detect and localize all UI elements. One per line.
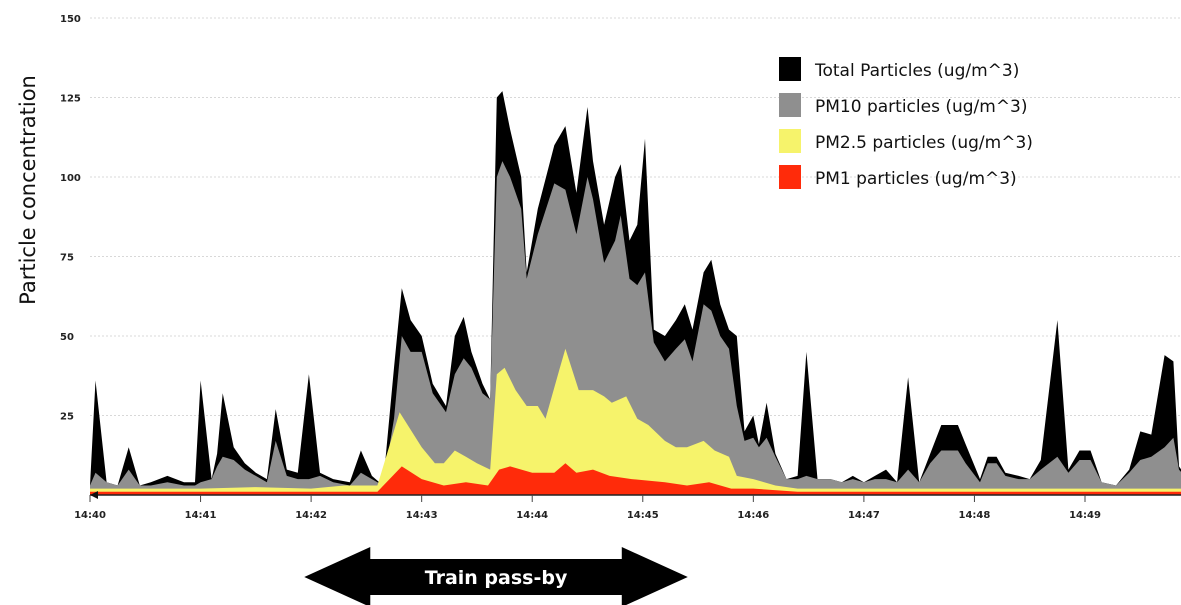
y-tick-label: 125 [60, 94, 81, 105]
legend-label: PM2.5 particles (ug/m^3) [815, 133, 1033, 153]
legend-swatch [779, 57, 801, 81]
series-area-3 [90, 348, 1181, 495]
y-tick-label: 100 [60, 173, 81, 184]
train-pass-by-arrow [304, 547, 688, 605]
x-tick-label: 14:42 [295, 510, 327, 521]
x-tick-label: 14:43 [406, 510, 438, 521]
x-tick-label: 14:49 [1069, 510, 1101, 521]
y-tick-label: 25 [60, 412, 74, 423]
legend-label: PM1 particles (ug/m^3) [815, 169, 1017, 189]
legend-swatch [779, 129, 801, 153]
x-tick-label: 14:48 [959, 510, 991, 521]
x-axis-arrow [90, 491, 98, 499]
y-tick-label: 75 [60, 253, 74, 264]
x-tick-label: 14:45 [627, 510, 659, 521]
x-tick-label: 14:46 [737, 510, 769, 521]
x-tick-label: 14:44 [516, 510, 548, 521]
legend-label: Total Particles (ug/m^3) [814, 61, 1019, 81]
series-area-2 [90, 161, 1181, 495]
legend-swatch [779, 165, 801, 189]
x-tick-label: 14:40 [74, 510, 106, 521]
x-tick-label: 14:41 [185, 510, 217, 521]
y-tick-label: 50 [60, 332, 74, 343]
series-area-4 [90, 463, 1181, 495]
train-pass-by-label: Train pass-by [425, 567, 568, 589]
y-tick-label: 150 [60, 14, 81, 25]
x-tick-label: 14:47 [848, 510, 880, 521]
legend-swatch [779, 93, 801, 117]
legend-label: PM10 particles (ug/m^3) [815, 97, 1028, 117]
